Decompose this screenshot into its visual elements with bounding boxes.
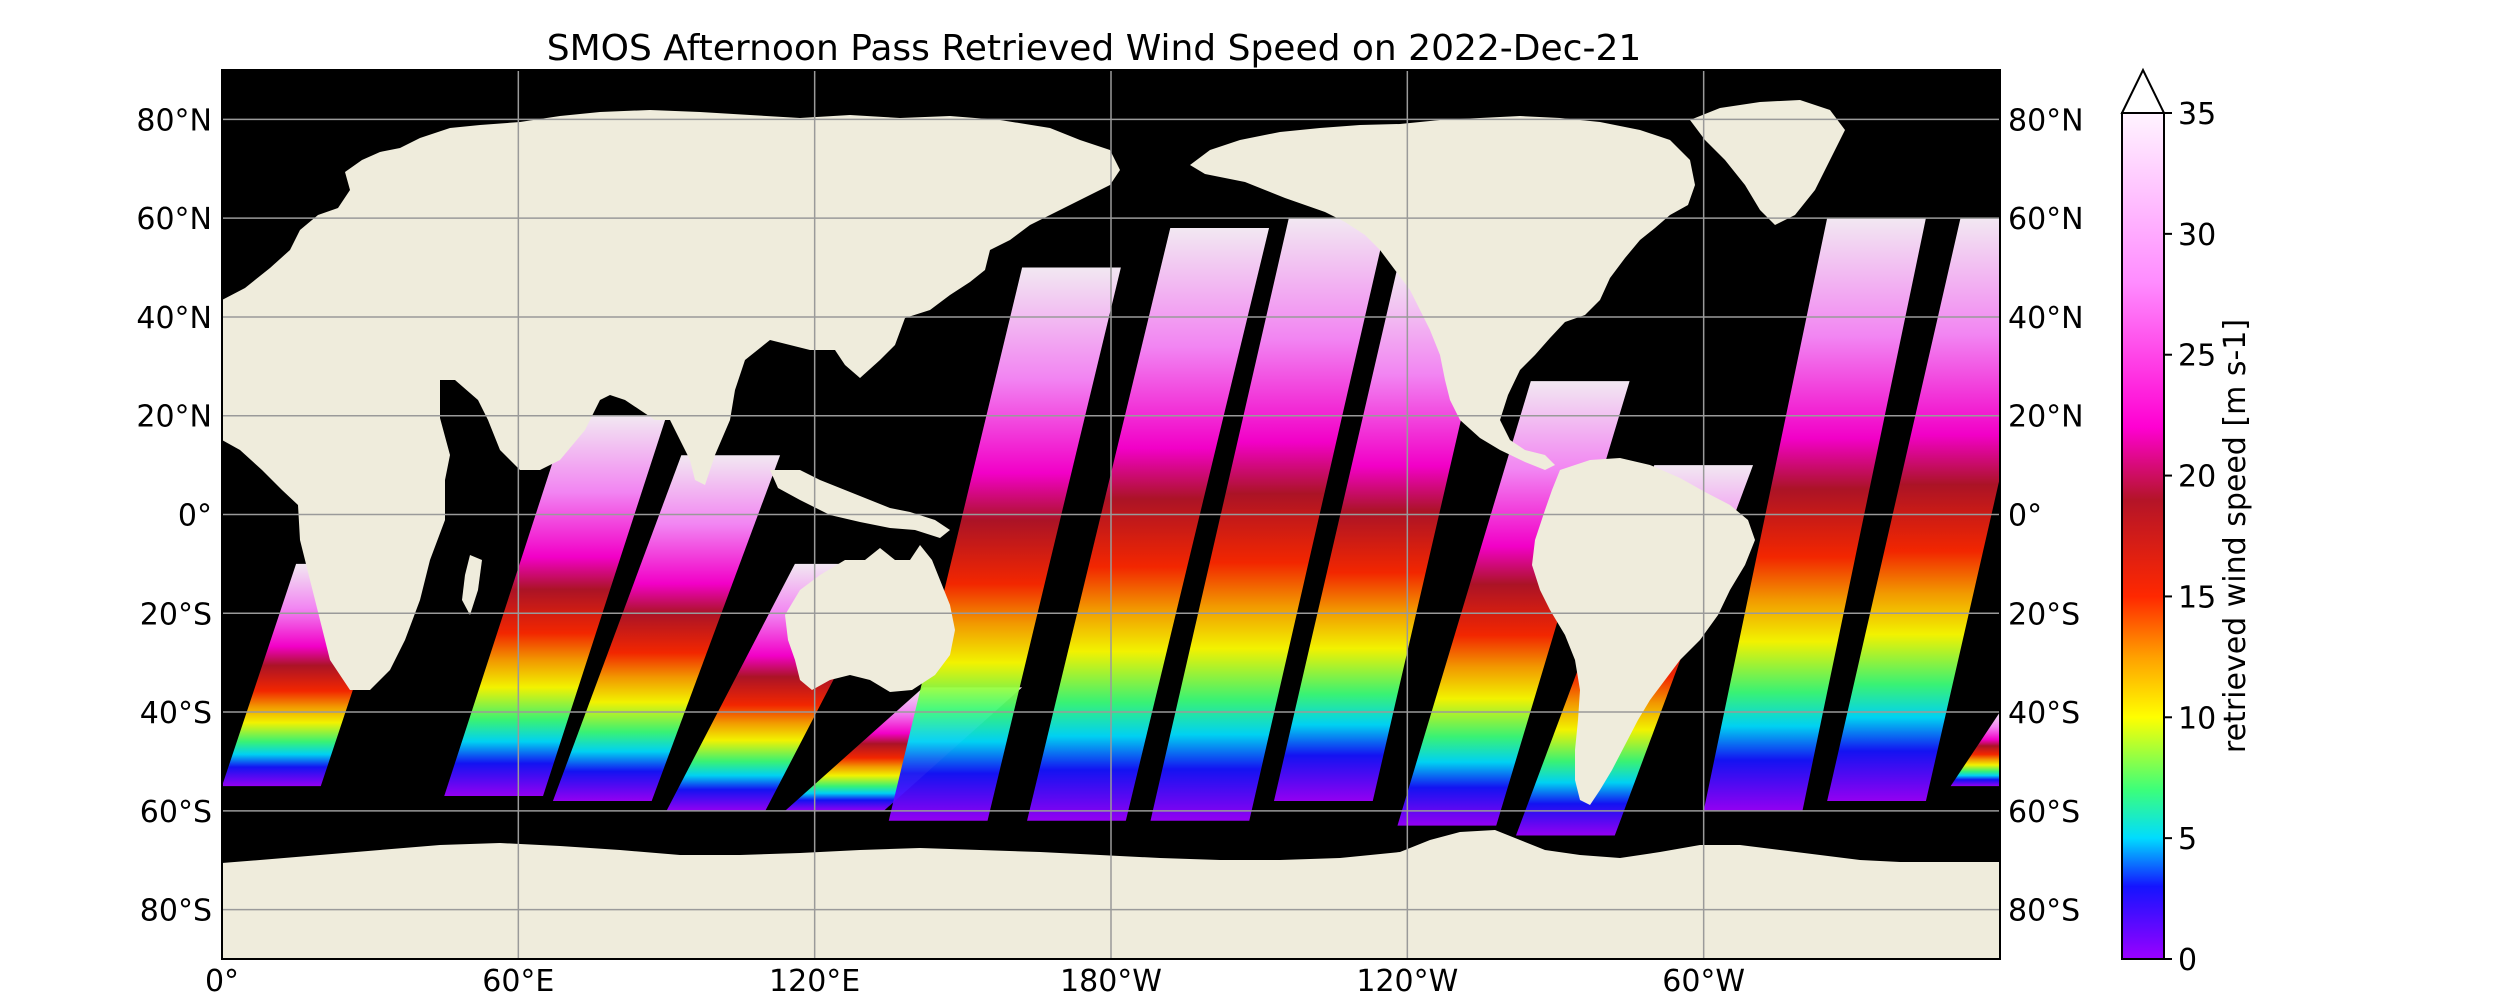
swath-7 (1027, 228, 1270, 821)
lat-tick-label-right: 80°S (2008, 894, 2080, 929)
swath-3 (552, 455, 781, 801)
lat-tick-label-right: 40°N (2008, 301, 2084, 336)
colorbar-tick-label: 10 (2178, 701, 2216, 736)
lat-tick-label-left: 40°S (140, 696, 212, 731)
map-area (222, 70, 2000, 959)
swath-2 (444, 415, 667, 797)
lon-tick-label: 60°E (482, 964, 554, 999)
lat-tick-label-left: 20°S (140, 597, 212, 632)
lat-tick-label-right: 0° (2008, 499, 2042, 534)
lat-tick-label-left: 80°N (136, 103, 212, 138)
colorbar-tick-label: 25 (2178, 339, 2216, 374)
lon-tick-label: 120°E (769, 964, 860, 999)
map-title: SMOS Afternoon Pass Retrieved Wind Speed… (547, 28, 1642, 69)
land-eurasia (222, 110, 1120, 690)
lat-tick-label-left: 80°S (140, 894, 212, 929)
swath-8 (1150, 218, 1388, 821)
colorbar-tick-label: 35 (2178, 97, 2216, 132)
colorbar: 0 5 10 15 20 25 30 35 retrieved wind speed [m s… (2120, 67, 2253, 978)
axis-labels: 80°N 80°N 60°N 60°N 40°N 40°N 20°N 20°N 0° 0° 20°S… (136, 103, 2083, 999)
lat-tick-label-right: 80°N (2008, 103, 2084, 138)
colorbar-ticks: 0 5 10 15 20 25 30 35 (2164, 97, 2216, 978)
lon-tick-label: 60°W (1662, 964, 1745, 999)
colorbar-tick-label: 20 (2178, 460, 2216, 495)
gridlines (222, 70, 2000, 959)
colorbar-extend-arrow (2120, 67, 2166, 114)
lon-tick-label: 0° (205, 964, 239, 999)
lat-tick-label-left: 60°N (136, 202, 212, 237)
colorbar-scale (2121, 112, 2165, 960)
colorbar-tick-label: 0 (2178, 943, 2197, 978)
swath-6 (888, 267, 1121, 821)
lat-tick-label-right: 20°N (2008, 400, 2084, 435)
lat-tick-label-left: 40°N (136, 301, 212, 336)
colorbar-tick-label: 30 (2178, 218, 2216, 253)
lat-tick-label-right: 60°N (2008, 202, 2084, 237)
land-south-america (1532, 458, 1755, 805)
land-greenland (1690, 100, 1845, 225)
lat-tick-label-right: 40°S (2008, 696, 2080, 731)
lat-tick-label-left: 60°S (140, 795, 212, 830)
lon-tick-label: 180°W (1060, 964, 1162, 999)
swath-14 (1950, 712, 2000, 787)
swath-9 (1273, 267, 1497, 801)
swath-13 (1827, 218, 2000, 801)
lat-tick-label-right: 20°S (2008, 597, 2080, 632)
lat-tick-label-left: 20°N (136, 400, 212, 435)
colorbar-tick-label: 15 (2178, 580, 2216, 615)
lat-tick-label-left: 0° (178, 499, 212, 534)
colorbar-label: retrieved wind speed [m s-1] (2218, 319, 2253, 753)
lon-tick-label: 120°W (1356, 964, 1458, 999)
land-madagascar (462, 555, 482, 615)
land-north-america (1190, 116, 1695, 470)
land-australia (785, 545, 955, 692)
colorbar-tick-label: 5 (2178, 822, 2197, 857)
map-frame (221, 69, 2001, 960)
lat-tick-label-right: 60°S (2008, 795, 2080, 830)
